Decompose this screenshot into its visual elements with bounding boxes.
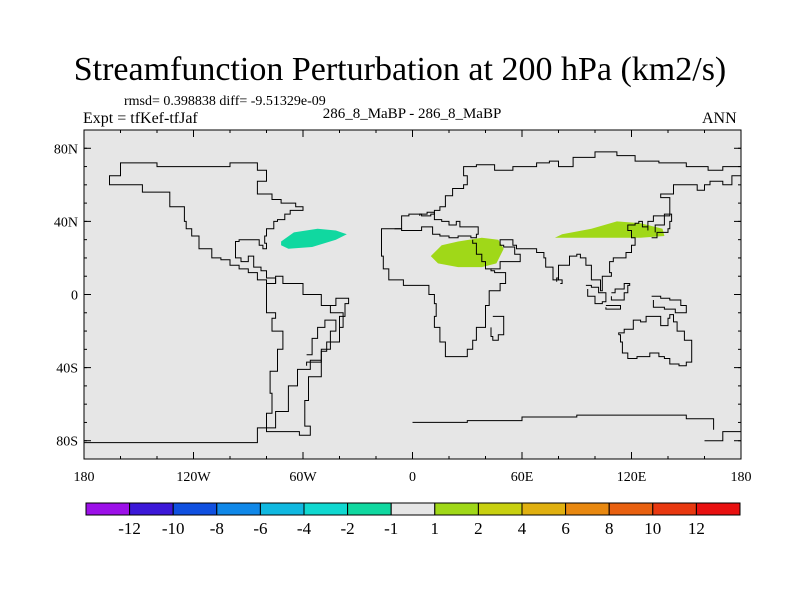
- colorbar-swatch: [85, 502, 131, 516]
- colorbar-label: 2: [474, 519, 483, 538]
- coastline: [109, 162, 304, 284]
- anomaly-layer: [281, 221, 665, 268]
- coastline-layer: [84, 151, 742, 444]
- anomaly-east-asia: [554, 221, 665, 238]
- colorbar-label: 6: [561, 519, 570, 538]
- lat-tick-label: 0: [71, 289, 78, 304]
- coastline: [556, 277, 563, 284]
- colorbar-label: 12: [688, 519, 705, 538]
- lon-tick-label: 120W: [176, 470, 211, 485]
- lat-tick-label: 40N: [54, 215, 78, 230]
- stats-label: rmsd= 0.398838 diff= -9.51329e-09: [124, 94, 326, 109]
- coastline: [490, 315, 505, 341]
- coastline: [651, 213, 673, 239]
- lon-tick-label: 0: [409, 470, 416, 485]
- lon-tick-label: 180: [731, 470, 752, 485]
- coastline: [618, 314, 693, 367]
- lon-tick-label: 60W: [289, 470, 317, 485]
- colorbar-label: -8: [210, 519, 224, 538]
- lat-tick-label: 80S: [56, 435, 78, 450]
- coastline: [394, 151, 742, 230]
- axis-ticks: 80N 40N 0 40S 80S 180 120W 60W 0 60E 120E 180: [54, 130, 752, 485]
- coastline: [491, 175, 741, 292]
- coastline: [394, 211, 479, 239]
- coastline: [610, 283, 631, 301]
- lat-tick-label: 80N: [54, 142, 78, 157]
- colorbar-swatch: [303, 502, 349, 516]
- season-label: ANN: [702, 110, 737, 127]
- coastline: [605, 305, 621, 310]
- coastline: [651, 295, 687, 314]
- coastline: [84, 275, 344, 444]
- colorbar-swatch: [390, 502, 436, 516]
- colorbar-label: -1: [384, 519, 398, 538]
- colorbar-swatch: [477, 502, 523, 516]
- colorbar-swatch: [652, 502, 697, 516]
- colorbar-label: -2: [341, 519, 355, 538]
- coastline: [330, 297, 350, 328]
- colorbar-label: -10: [162, 519, 185, 538]
- lon-tick-label: 180: [74, 470, 95, 485]
- page-title: Streamfunction Perturbation at 200 hPa (…: [73, 51, 727, 88]
- colorbar-swatch: [129, 502, 174, 516]
- coastline: [585, 284, 607, 305]
- experiment-label: Expt = tfKef-tfJaf: [83, 110, 198, 127]
- colorbar-swatch: [695, 502, 741, 516]
- anomaly-north-america: [281, 228, 347, 249]
- colorbar-label: 4: [518, 519, 527, 538]
- coastline: [306, 319, 337, 366]
- lat-tick-label: 40S: [56, 362, 78, 377]
- colorbar-swatch: [172, 502, 218, 516]
- colorbar-swatch: [608, 502, 654, 516]
- colorbar-swatch: [434, 502, 479, 516]
- cases-label: 286_8_MaBP - 286_8_MaBP: [322, 106, 502, 122]
- colorbar-label: -12: [118, 519, 141, 538]
- colorbar-label: 8: [605, 519, 614, 538]
- colorbar-label: -6: [253, 519, 267, 538]
- map-background: [84, 130, 741, 459]
- lon-tick-label: 60E: [511, 470, 534, 485]
- colorbar-label: 10: [644, 519, 661, 538]
- colorbar-swatch: [347, 502, 392, 516]
- coastline: [381, 228, 507, 358]
- coastline: [412, 414, 715, 430]
- colorbar-swatch: [565, 502, 610, 516]
- colorbar-swatch: [521, 502, 567, 516]
- anomaly-north-africa: [430, 237, 504, 268]
- colorbar: -12 -10 -8 -6 -4 -2 -1 1 2 4 6 8 10 12: [85, 502, 741, 538]
- colorbar-swatch: [216, 502, 261, 516]
- colorbar-label: 1: [431, 519, 440, 538]
- lon-tick-label: 120E: [617, 470, 647, 485]
- colorbar-swatch: [259, 502, 305, 516]
- colorbar-label: -4: [297, 519, 312, 538]
